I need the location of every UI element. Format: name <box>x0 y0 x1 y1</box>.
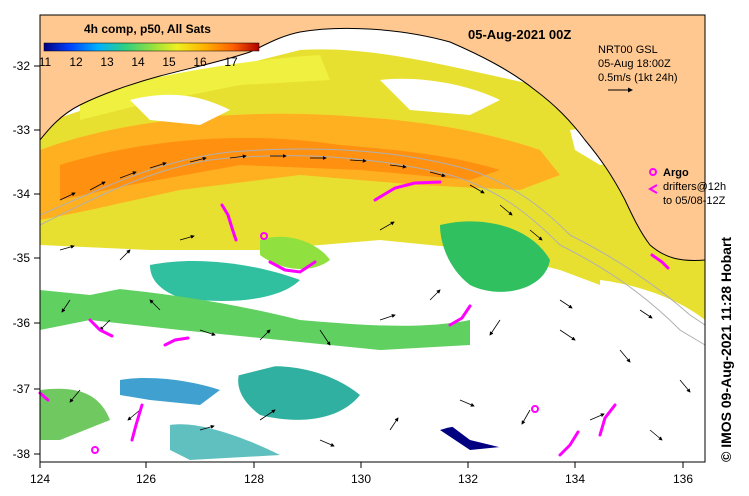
drifter-symbol-icon <box>647 184 658 194</box>
argo-drifter-tracks <box>38 180 670 457</box>
map-title: 05-Aug-2021 00Z <box>468 27 571 42</box>
argo-legend: Argo drifters@12h to 05/08-12Z <box>647 167 726 207</box>
legend-tick: 15 <box>162 55 176 69</box>
legend-tick: 16 <box>193 55 207 69</box>
legend-tick: 11 <box>39 55 52 69</box>
argo-floats <box>91 232 539 454</box>
cloud-gaps <box>40 78 705 462</box>
sst-field <box>40 49 705 460</box>
y-tick-label: -32 <box>13 59 31 73</box>
y-tick-label: -34 <box>13 187 31 201</box>
legend-title: 4h comp, p50, All Sats <box>84 22 211 36</box>
x-tick-label: 124 <box>30 472 50 486</box>
current-info-line: 05-Aug 18:00Z <box>598 58 671 70</box>
x-tick-label: 132 <box>458 472 478 486</box>
y-tick-label: -36 <box>13 316 31 330</box>
y-tick-label: -38 <box>13 447 31 461</box>
x-tick-label: 134 <box>565 472 585 486</box>
argo-label: Argo <box>663 167 689 179</box>
current-vectors <box>59 154 691 447</box>
x-tick-label: 128 <box>244 472 264 486</box>
drifter-label-line: to 05/08-12Z <box>663 195 726 207</box>
plot-frame <box>39 14 706 463</box>
legend-tick: 12 <box>69 55 83 69</box>
legend-tick: 13 <box>100 55 114 69</box>
y-tick-label: -33 <box>13 123 31 137</box>
y-tick-label: -35 <box>13 251 31 265</box>
y-tick-label: -37 <box>13 382 31 396</box>
x-tick-label: 126 <box>136 472 156 486</box>
credit-text: © IMOS 09-Aug-2021 11:28 Hobart <box>718 236 734 462</box>
land-australia <box>39 14 706 261</box>
x-tick-label: 130 <box>351 472 371 486</box>
argo-symbol-icon <box>649 168 657 176</box>
current-info-line: 0.5m/s (1kt 24h) <box>598 72 677 84</box>
colorbar <box>43 42 260 52</box>
drifter-label-line: drifters@12h <box>663 181 726 193</box>
x-tick-label: 136 <box>673 472 693 486</box>
legend-tick: 17 <box>224 55 238 69</box>
current-info: NRT00 GSL 05-Aug 18:00Z 0.5m/s (1kt 24h) <box>598 44 677 93</box>
y-axis-labels: -32 -33 -34 -35 -36 -37 -38 <box>13 59 31 461</box>
color-legend: 4h comp, p50, All Sats 11 12 13 14 15 16… <box>39 22 260 69</box>
axis-ticks <box>34 65 684 468</box>
legend-tick: 14 <box>131 55 145 69</box>
x-axis-labels: 124 126 128 130 132 134 136 <box>30 472 693 486</box>
current-info-line: NRT00 GSL <box>598 44 658 56</box>
